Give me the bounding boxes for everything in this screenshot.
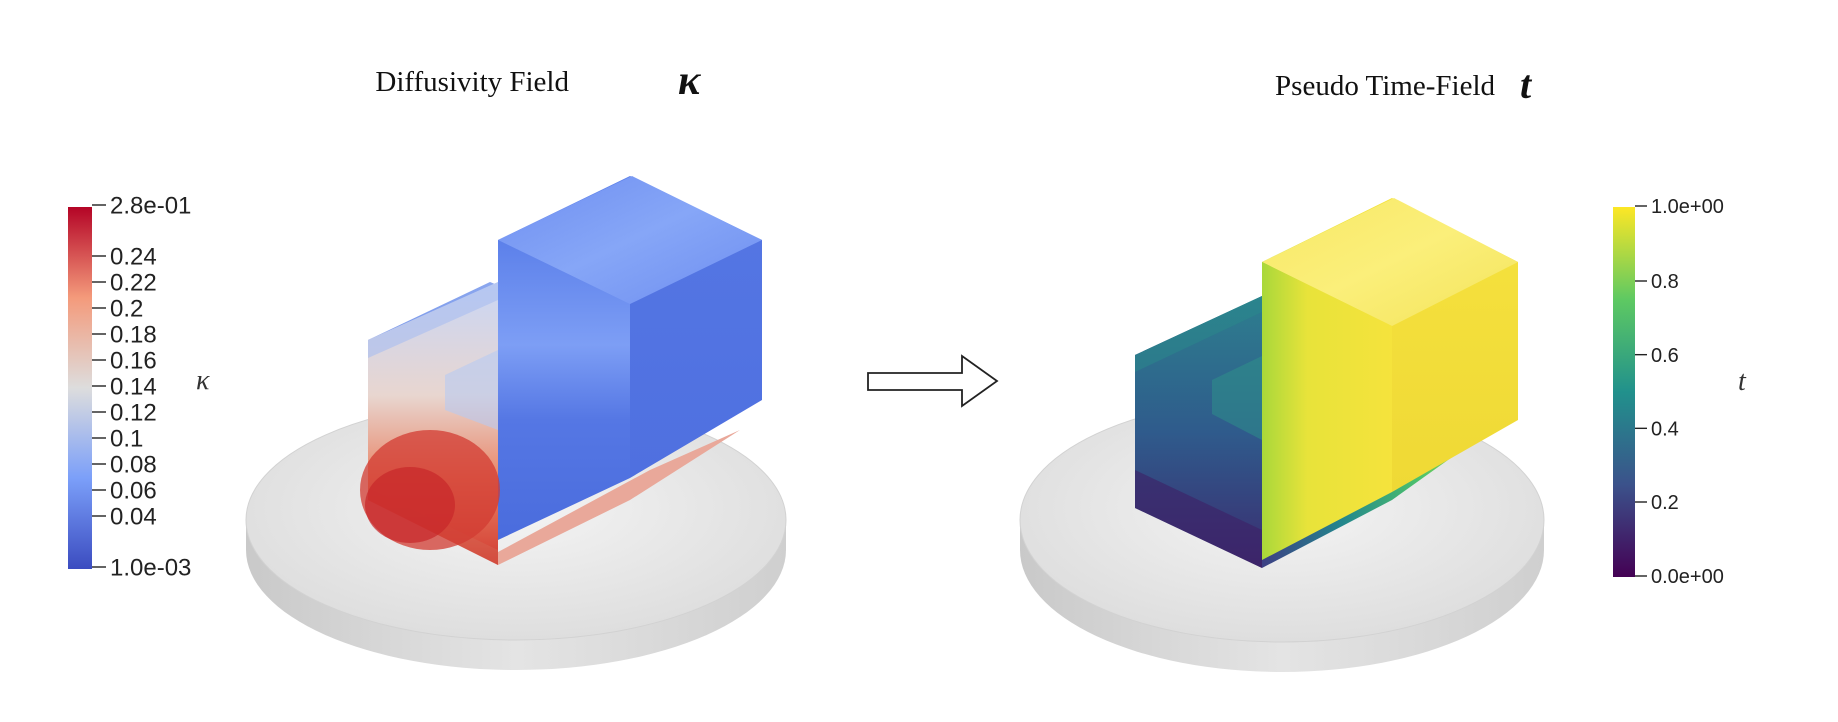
t-tick-label: 0.4 — [1651, 419, 1679, 441]
t-tick-label: 0.8 — [1651, 271, 1679, 293]
t-tick-label: 0.6 — [1651, 345, 1679, 367]
kappa-tick-label: 0.18 — [110, 322, 157, 349]
kappa-tick-label: 0.06 — [110, 478, 157, 505]
t-tick-label: 0.2 — [1651, 492, 1679, 514]
kappa-tick-label: 0.24 — [110, 244, 157, 271]
outline-right-arrow-icon — [867, 354, 999, 408]
left-panel-title: Diffusivity Field — [375, 66, 569, 98]
t-tick-max: 1.0e+00 — [1651, 196, 1724, 218]
t-block — [1135, 198, 1518, 568]
kappa-colorbar: 2.8e-010.240.220.20.180.160.140.120.10.0… — [68, 193, 210, 582]
kappa-tick-max: 2.8e-01 — [110, 193, 191, 220]
kappa-tick-label: 0.14 — [110, 374, 157, 401]
kappa-tick-label: 0.2 — [110, 296, 143, 323]
kappa-colorbar-bar — [68, 207, 92, 569]
left-panel-symbol: κ — [678, 58, 702, 104]
right-panel-title: Pseudo Time-Field — [1275, 70, 1495, 102]
kappa-tick-label: 0.1 — [110, 426, 143, 453]
kappa-tick-min: 1.0e-03 — [110, 555, 191, 582]
kappa-block — [360, 176, 762, 565]
t-colorbar-label: t — [1738, 366, 1747, 397]
right-panel: Pseudo Time-Field t 1.0e+00 0.8 0.6 0.4 0.2 0… — [1019, 62, 1747, 672]
kappa-colorbar-label: κ — [196, 365, 210, 396]
kappa-colorbar-ticks: 2.8e-010.240.220.20.180.160.140.120.10.0… — [92, 193, 191, 582]
right-panel-symbol: t — [1520, 62, 1533, 107]
kappa-tick-label: 0.16 — [110, 348, 157, 375]
kappa-tick-label: 0.04 — [110, 504, 157, 531]
t-colorbar-ticks: 1.0e+00 0.8 0.6 0.4 0.2 0.0e+00 — [1635, 196, 1724, 588]
t-colorbar-bar — [1613, 207, 1635, 577]
kappa-tick-label: 0.12 — [110, 400, 157, 427]
kappa-tick-label: 0.08 — [110, 452, 157, 479]
kappa-tick-label: 0.22 — [110, 270, 157, 297]
t-tick-min: 0.0e+00 — [1651, 566, 1724, 588]
left-panel: Diffusivity Field κ 2.8e-010.240.220.20.… — [68, 58, 787, 670]
t-colorbar: 1.0e+00 0.8 0.6 0.4 0.2 0.0e+00 t — [1613, 196, 1747, 588]
